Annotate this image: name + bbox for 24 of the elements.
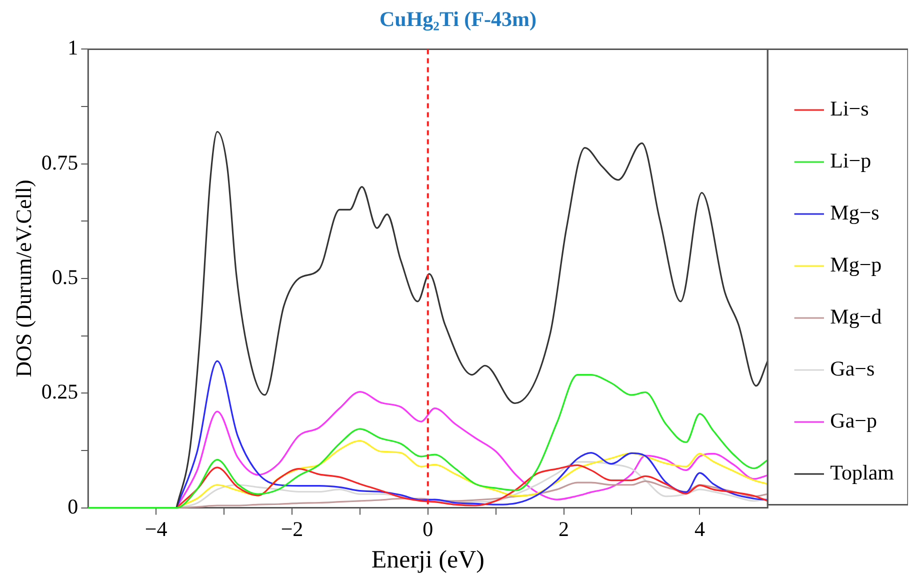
y-tick-label: 1 (68, 36, 78, 60)
y-tick-label: 0.5 (52, 265, 78, 290)
legend-label: Ga−s (830, 356, 875, 381)
legend-label: Ga−p (830, 408, 877, 433)
chart-title: CuHg₂Ti (F-43m) (380, 7, 536, 32)
legend-label: Mg−p (830, 252, 882, 277)
x-tick-label: 4 (694, 516, 706, 541)
line-series (176, 480, 768, 509)
x-tick-label: −2 (280, 516, 304, 541)
y-tick-label: 0.25 (41, 380, 78, 404)
legend-label: Mg−d (830, 304, 882, 329)
x-tick-label: −4 (144, 516, 168, 541)
line-series (176, 130, 768, 509)
x-axis-title: Enerji (eV) (371, 546, 484, 574)
line-series (87, 374, 768, 509)
x-tick-label: 0 (422, 516, 434, 541)
x-tick-label: 2 (558, 516, 570, 541)
legend-label: Li−p (830, 148, 872, 173)
y-axis-title: DOS (Durum/eV.Cell) (10, 180, 36, 378)
legend-label: Toplam (830, 460, 894, 485)
legend-label: Li−s (830, 96, 869, 121)
y-tick-label: 0.75 (41, 150, 78, 174)
legend-label: Mg−s (830, 200, 880, 225)
y-tick-label: 0 (68, 494, 78, 518)
